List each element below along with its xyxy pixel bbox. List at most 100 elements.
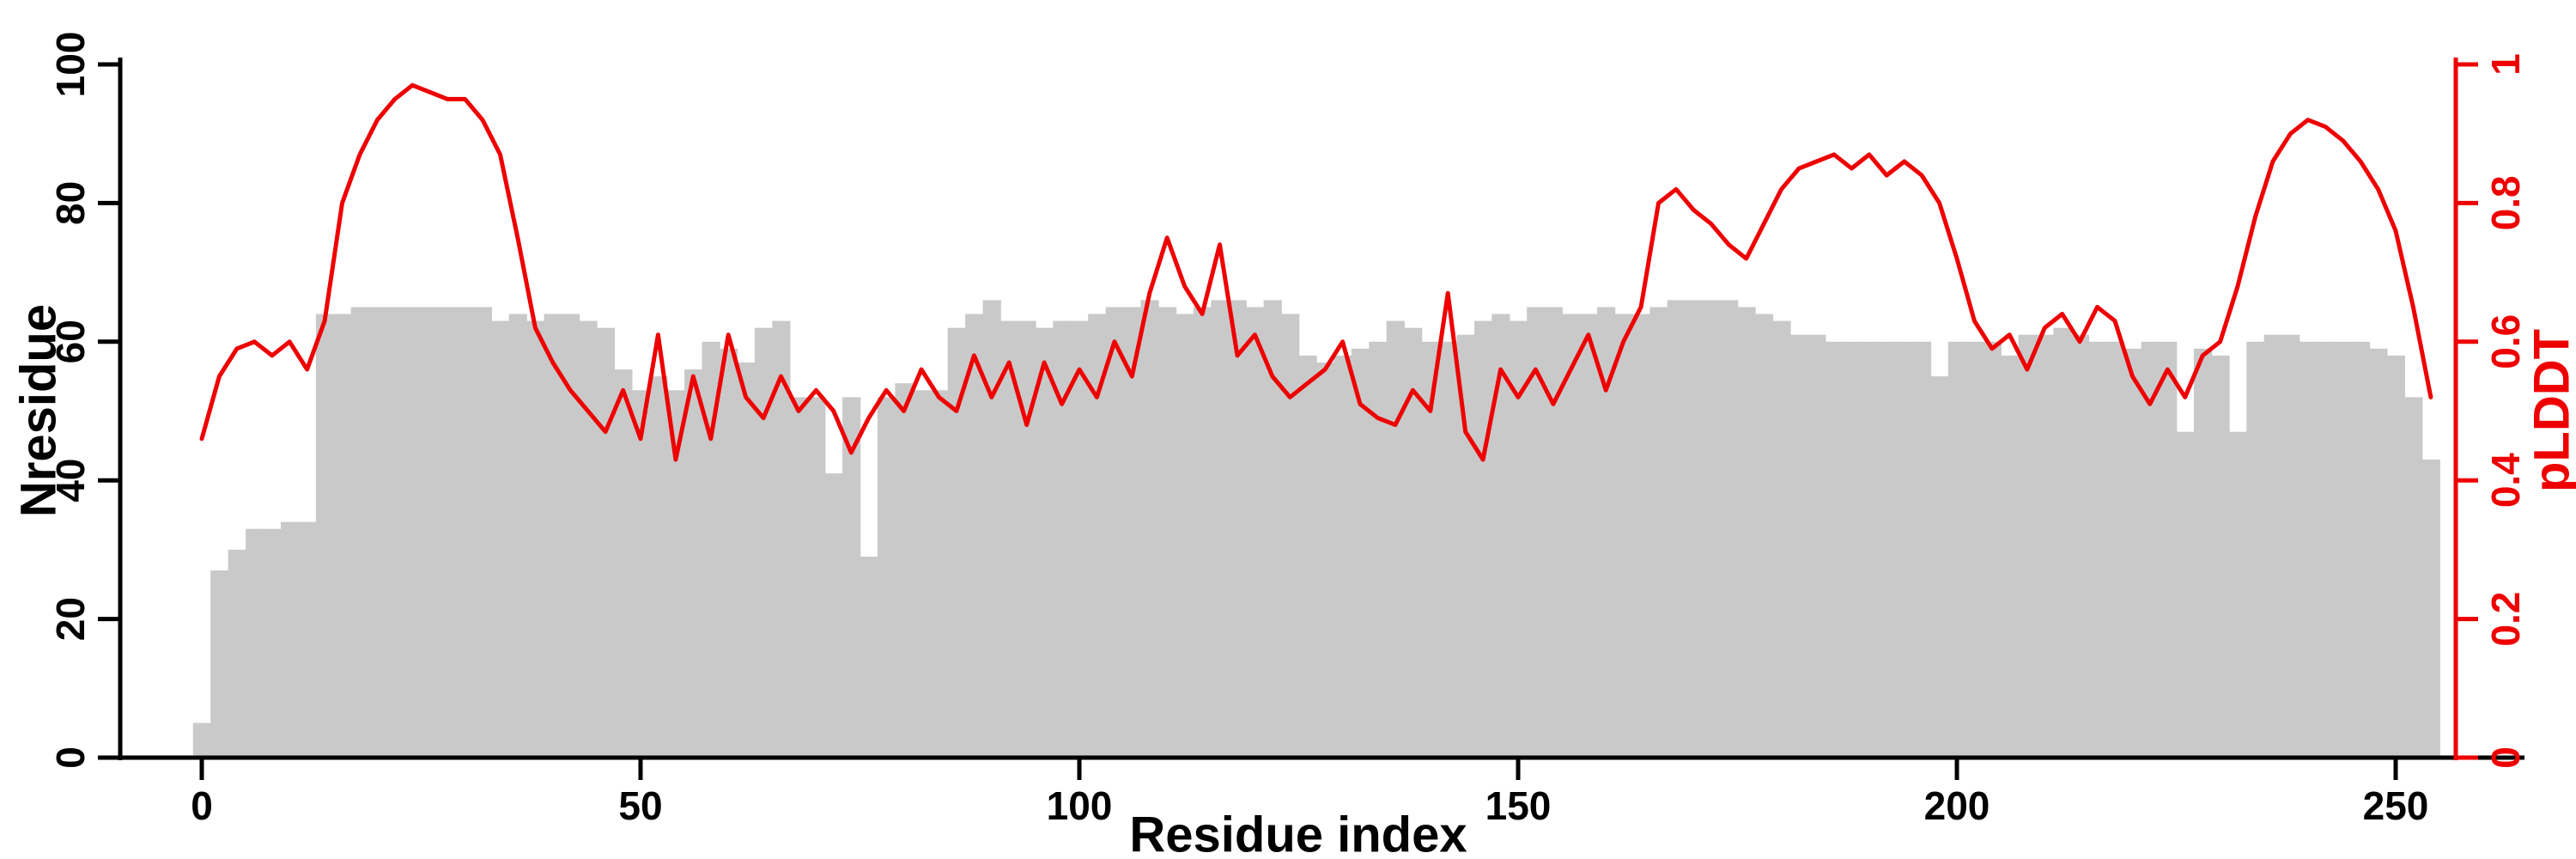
bar: [2105, 341, 2124, 758]
bar: [1912, 341, 1932, 758]
y-right-tick-label: 0.2: [2483, 592, 2528, 647]
bar: [947, 327, 966, 758]
bar: [1228, 300, 1247, 758]
bar: [350, 307, 369, 758]
bar: [1263, 300, 1282, 758]
bar: [2088, 341, 2107, 758]
bar: [720, 348, 738, 758]
y-right-tick-label: 1: [2483, 53, 2528, 76]
bar: [1789, 334, 1808, 758]
bar: [246, 528, 264, 758]
bar: [789, 397, 808, 758]
bar: [1334, 355, 1352, 758]
bar: [2018, 334, 2037, 758]
x-axis-title: Residue index: [1129, 807, 1467, 859]
bar: [1527, 307, 1546, 758]
y-right-tick-label: 0.6: [2483, 314, 2528, 369]
bar: [1404, 327, 1423, 758]
y-left-tick-label: 60: [48, 320, 93, 363]
bar: [1351, 348, 1370, 758]
plddt-line: [199, 82, 2433, 462]
x-tick-label: 250: [2363, 783, 2429, 828]
bar: [508, 314, 527, 758]
bar: [965, 314, 984, 758]
bar: [807, 397, 826, 758]
bar: [1667, 300, 1686, 758]
bar: [614, 369, 633, 758]
bar: [579, 320, 598, 758]
bar: [1105, 307, 1124, 758]
bar: [1421, 341, 1440, 758]
bar: [2263, 334, 2282, 758]
bar: [1685, 300, 1704, 758]
bar: [1649, 307, 1668, 758]
bar: [2176, 431, 2195, 758]
bar: [737, 362, 756, 758]
bar: [2421, 460, 2440, 758]
bar: [860, 557, 878, 758]
bar: [2317, 341, 2336, 758]
bar: [491, 320, 510, 758]
bar: [982, 300, 1001, 758]
bar: [1878, 341, 1897, 758]
bar: [2053, 327, 2072, 758]
bar: [2193, 348, 2213, 758]
bar: [2404, 397, 2423, 758]
bar: [281, 521, 300, 758]
bar: [1211, 300, 1230, 758]
bar: [2386, 355, 2405, 758]
bar: [2001, 355, 2020, 758]
bar: [877, 397, 896, 758]
bar: [386, 307, 404, 758]
bar: [1579, 314, 1598, 758]
bar: [1473, 320, 1493, 758]
y-left-tick-label: 0: [48, 746, 93, 769]
bar: [1158, 307, 1177, 758]
bar: [473, 307, 492, 758]
y-left-tick-label: 40: [48, 459, 93, 503]
bar: [263, 528, 282, 758]
bar: [456, 307, 475, 758]
bar: [315, 314, 335, 758]
bar: [2351, 341, 2371, 758]
bar: [1281, 314, 1300, 758]
x-tick-label: 200: [1924, 783, 1990, 828]
x-tick-label: 0: [191, 783, 213, 828]
bar: [930, 390, 949, 758]
bar: [1492, 314, 1510, 758]
bar: [2123, 348, 2142, 758]
bar: [772, 320, 791, 758]
bar: [192, 722, 211, 758]
y-left-tick-label: 20: [48, 597, 93, 641]
bar: [562, 314, 580, 758]
bar: [1843, 341, 1862, 758]
bar: [631, 390, 650, 758]
bar: [1298, 355, 1317, 758]
bar: [1631, 314, 1651, 758]
bar: [1000, 320, 1019, 758]
bar: [1140, 300, 1159, 758]
bar: [544, 314, 562, 758]
right-axis-title: pLDDT: [2524, 328, 2576, 493]
y-left-tick-label: 100: [48, 32, 93, 98]
bar: [842, 397, 861, 758]
bar: [1807, 334, 1826, 758]
bar: [912, 390, 931, 758]
bar: [1035, 327, 1054, 758]
bar: [1702, 300, 1721, 758]
bar: [210, 570, 229, 758]
bar: [2159, 341, 2178, 758]
bar: [1386, 320, 1405, 758]
bar: [1562, 314, 1581, 758]
bar: [1983, 341, 2002, 758]
bar: [2141, 341, 2160, 758]
bar: [228, 549, 246, 758]
bar: [2070, 334, 2090, 758]
bar: [596, 327, 616, 758]
bar: [2228, 431, 2247, 758]
bar: [895, 383, 914, 758]
bar: [526, 320, 545, 758]
bar: [1176, 314, 1194, 758]
bar: [404, 307, 422, 758]
